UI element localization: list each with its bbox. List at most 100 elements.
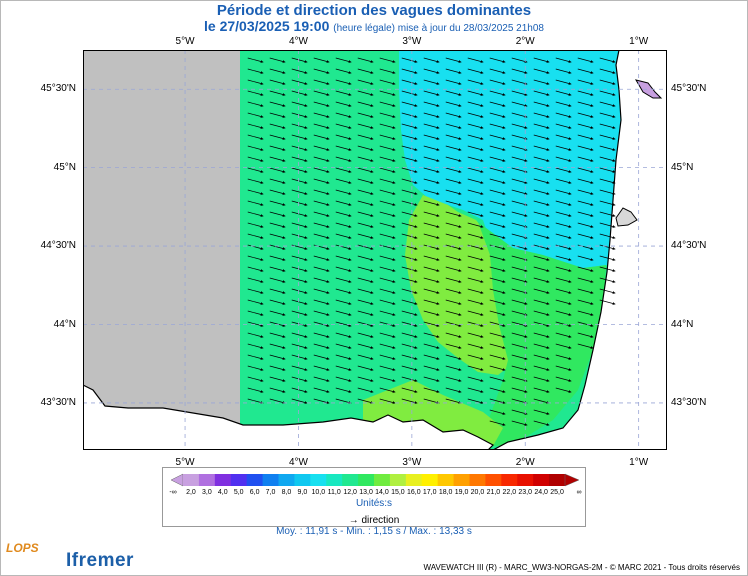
direction-arrow bbox=[555, 134, 572, 140]
direction-arrow bbox=[247, 178, 264, 184]
direction-arrow bbox=[357, 90, 374, 96]
lon-tick-label: 2°W bbox=[515, 457, 535, 468]
direction-arrow bbox=[269, 343, 286, 349]
direction-arrow bbox=[489, 288, 506, 294]
direction-arrow bbox=[379, 222, 396, 228]
direction-arrow bbox=[247, 134, 264, 140]
colorbar-swatch bbox=[517, 474, 534, 486]
direction-arrow bbox=[555, 299, 572, 305]
direction-arrow bbox=[533, 123, 550, 129]
direction-arrow bbox=[489, 255, 506, 261]
direction-arrow bbox=[489, 233, 506, 239]
direction-arrow bbox=[401, 79, 418, 85]
colorbar-value: 5,0 bbox=[233, 489, 244, 496]
direction-arrow bbox=[335, 156, 352, 162]
direction-arrow bbox=[577, 288, 594, 294]
direction-arrow bbox=[445, 299, 462, 305]
direction-arrow bbox=[269, 398, 286, 404]
direction-arrow bbox=[401, 211, 418, 217]
direction-arrow bbox=[313, 57, 330, 63]
colorbar-value: 25,0 bbox=[550, 489, 564, 496]
direction-arrow bbox=[511, 409, 528, 415]
direction-arrow bbox=[445, 354, 462, 360]
colorbar-swatch bbox=[214, 474, 232, 486]
direction-arrow bbox=[423, 222, 440, 228]
direction-arrow bbox=[335, 310, 352, 316]
direction-arrow bbox=[313, 123, 330, 129]
direction-arrow bbox=[313, 266, 330, 272]
direction-arrow bbox=[511, 321, 528, 327]
direction-arrow bbox=[335, 321, 352, 327]
direction-arrow bbox=[533, 68, 550, 74]
lat-tick-label: 45°30'N bbox=[40, 83, 76, 95]
direction-arrow bbox=[401, 68, 418, 74]
arrow-icon: → bbox=[348, 515, 359, 526]
direction-arrow bbox=[335, 145, 352, 151]
direction-arrow bbox=[379, 57, 396, 63]
direction-arrow bbox=[423, 299, 440, 305]
direction-arrow bbox=[357, 189, 374, 195]
direction-arrow bbox=[533, 145, 550, 151]
direction-arrow bbox=[247, 310, 264, 316]
lon-tick-label: 1°W bbox=[629, 36, 649, 47]
direction-arrow bbox=[467, 156, 484, 162]
direction-arrow bbox=[313, 211, 330, 217]
direction-arrow bbox=[511, 244, 528, 250]
direction-arrow bbox=[533, 288, 550, 294]
direction-arrow bbox=[467, 211, 484, 217]
direction-arrow bbox=[599, 299, 616, 305]
direction-arrow bbox=[533, 255, 550, 261]
direction-arrow bbox=[269, 321, 286, 327]
direction-arrow bbox=[379, 178, 396, 184]
direction-arrow bbox=[577, 156, 594, 162]
direction-arrow bbox=[467, 332, 484, 338]
direction-arrow bbox=[467, 365, 484, 371]
direction-arrow bbox=[357, 134, 374, 140]
direction-arrow bbox=[357, 398, 374, 404]
colorbar-swatch bbox=[262, 474, 279, 486]
direction-arrow bbox=[577, 189, 594, 195]
direction-arrow bbox=[445, 233, 462, 239]
direction-arrow bbox=[423, 354, 440, 360]
direction-arrow bbox=[247, 266, 264, 272]
direction-arrow bbox=[313, 68, 330, 74]
direction-arrow bbox=[533, 299, 550, 305]
direction-arrow bbox=[269, 255, 286, 261]
direction-arrow bbox=[291, 299, 308, 305]
direction-arrow bbox=[269, 112, 286, 118]
direction-arrow bbox=[445, 200, 462, 206]
direction-arrow bbox=[533, 233, 550, 239]
direction-arrow bbox=[401, 299, 418, 305]
direction-arrow bbox=[533, 90, 550, 96]
direction-arrow bbox=[489, 354, 506, 360]
direction-arrow bbox=[467, 189, 484, 195]
direction-arrow bbox=[313, 134, 330, 140]
direction-arrow bbox=[599, 288, 616, 294]
direction-arrow bbox=[577, 134, 594, 140]
direction-arrow bbox=[489, 409, 506, 415]
colorbar-min-arrow bbox=[170, 473, 184, 487]
direction-arrow bbox=[335, 112, 352, 118]
direction-arrow bbox=[335, 79, 352, 85]
direction-arrow bbox=[489, 112, 506, 118]
lon-tick-label: 1°W bbox=[629, 457, 649, 468]
direction-arrow bbox=[489, 211, 506, 217]
direction-arrow bbox=[357, 343, 374, 349]
direction-arrow bbox=[423, 365, 440, 371]
direction-arrow bbox=[247, 354, 264, 360]
direction-arrow bbox=[445, 398, 462, 404]
direction-arrow bbox=[247, 332, 264, 338]
colorbar bbox=[170, 473, 580, 487]
direction-arrow bbox=[335, 90, 352, 96]
direction-arrow bbox=[335, 387, 352, 393]
direction-arrow bbox=[555, 156, 572, 162]
direction-arrow bbox=[291, 123, 308, 129]
lon-tick-label: 4°W bbox=[288, 457, 308, 468]
direction-arrow bbox=[247, 68, 264, 74]
direction-arrow bbox=[335, 57, 352, 63]
direction-arrow bbox=[467, 387, 484, 393]
direction-arrow bbox=[401, 376, 418, 382]
zone-period-14s bbox=[405, 195, 511, 375]
direction-arrow bbox=[379, 387, 396, 393]
direction-arrow bbox=[423, 68, 440, 74]
